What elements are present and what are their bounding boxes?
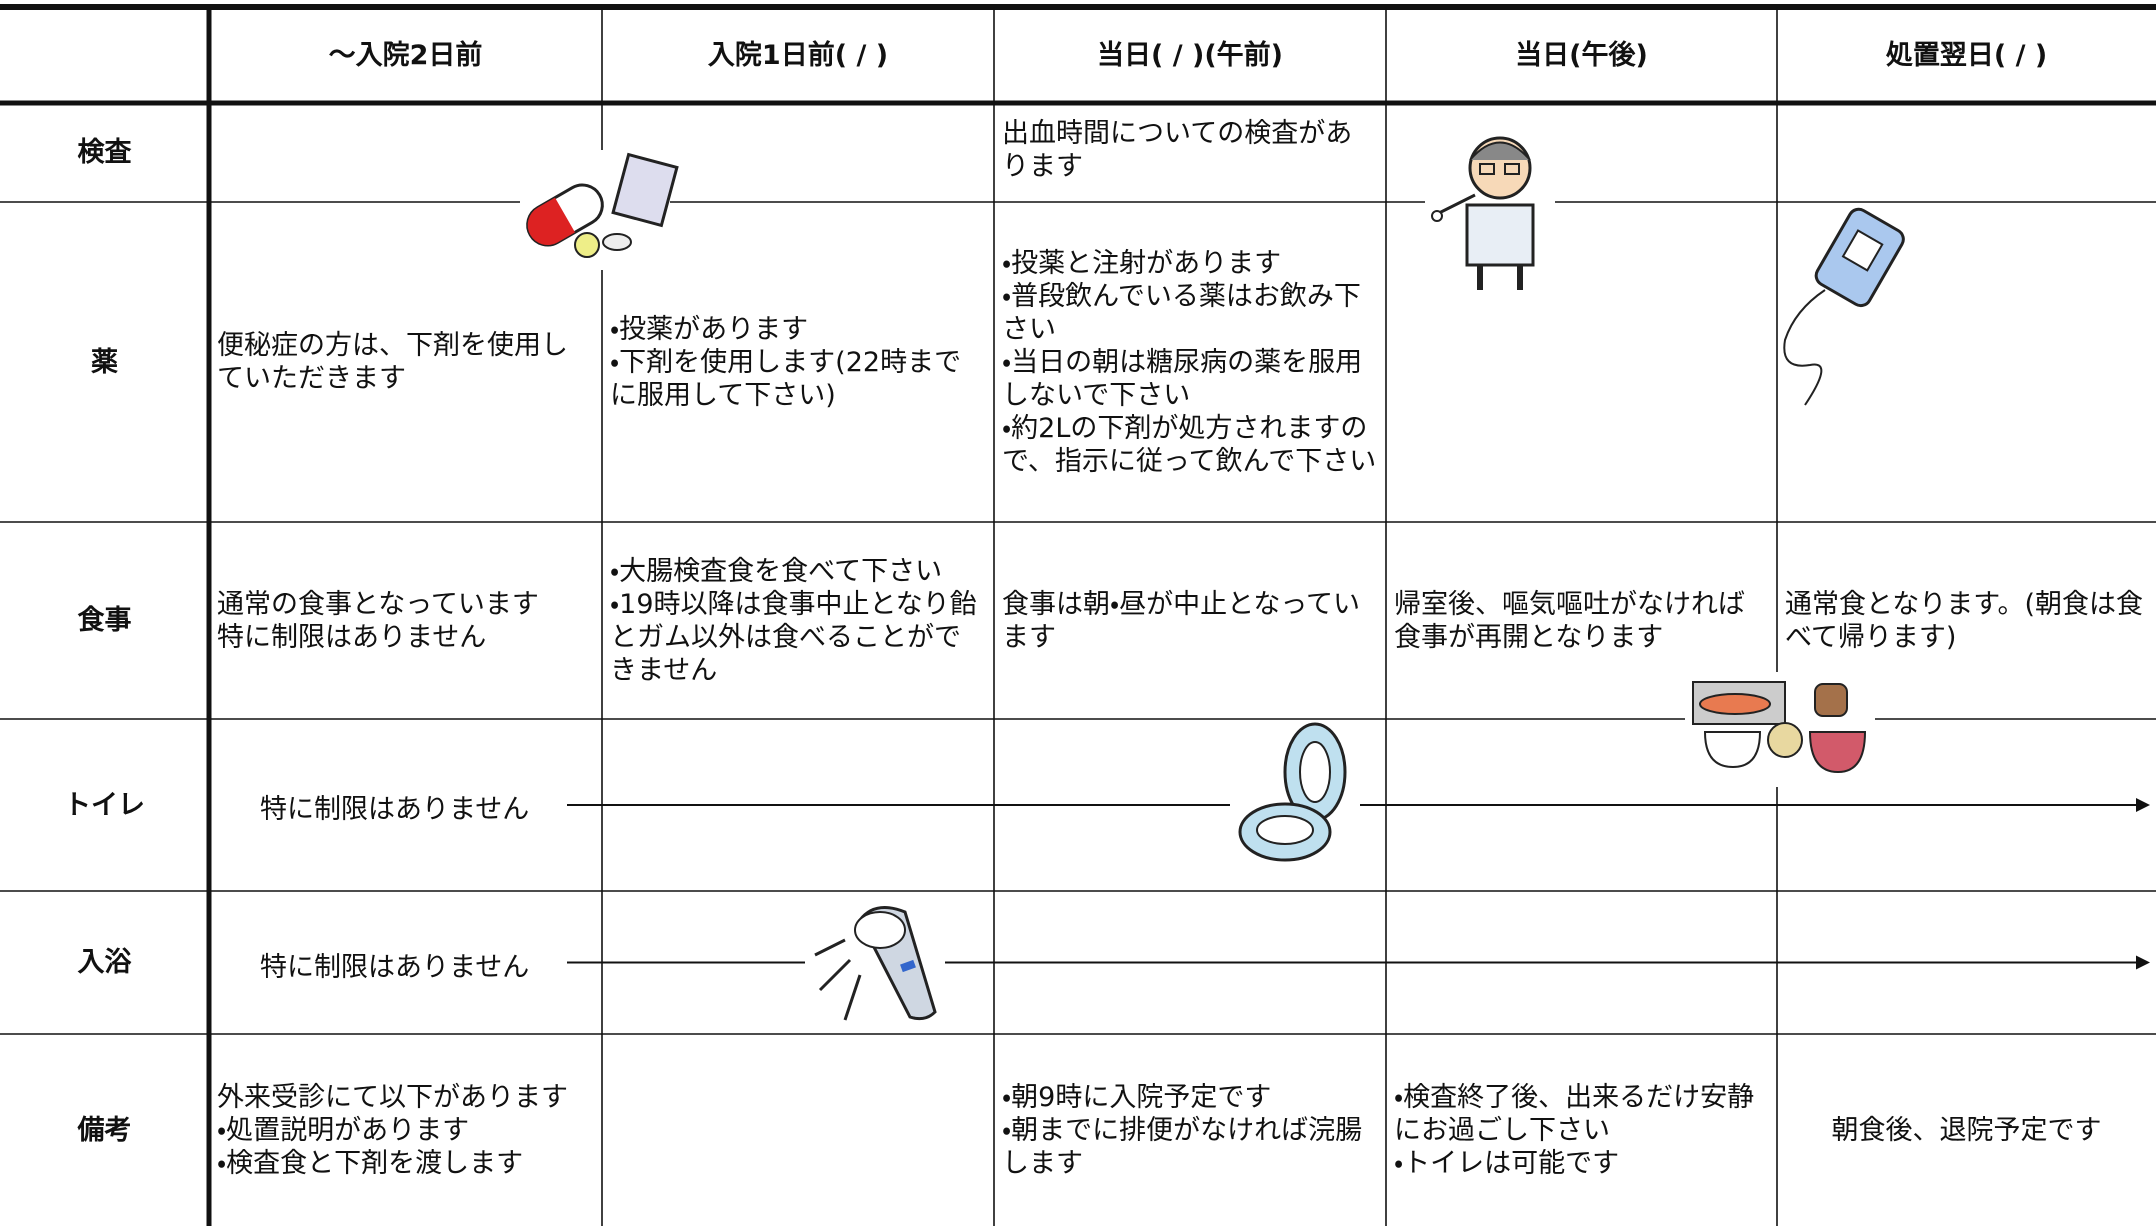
- row-label: トイレ: [64, 789, 145, 821]
- row-cell: 便秘症の方は、下剤を使用していただきます: [217, 330, 568, 394]
- toilet-icon: [1230, 722, 1360, 877]
- row-cell: ・投薬と注射があります ・普段飲んでいる薬はお飲み下さい ・当日の朝は糖尿病の薬…: [1002, 247, 1377, 477]
- row-label: 薬: [91, 346, 118, 378]
- column-header: 入院1日前( / ): [707, 39, 889, 71]
- row-cell: 出血時間についての検査があります: [1002, 118, 1353, 182]
- column-header: 処置翌日( / ): [1885, 39, 2048, 71]
- row-label: 食事: [77, 605, 132, 636]
- arrow-head: [2136, 955, 2150, 970]
- column-header: 〜入院2日前: [328, 39, 483, 71]
- row-cell: ・朝9時に入院予定です ・朝までに排便がなければ浣腸します: [1002, 1081, 1363, 1179]
- row-cell: 朝食後、退院予定です: [1831, 1114, 2102, 1146]
- row-cell: 外来受診にて以下があります ・処置説明があります ・検査食と下剤を渡します: [217, 1081, 568, 1179]
- row-cell: ・大腸検査食を食べて下さい ・19時以降は食事中止となり飴とガム以外は食べること…: [610, 555, 977, 686]
- shower-icon: [805, 900, 945, 1030]
- pill-icon: [520, 150, 679, 270]
- row-label: 備考: [77, 1114, 132, 1146]
- column-header: 当日( / )(午前): [1096, 39, 1284, 71]
- row-note: 特に制限はありません: [260, 794, 530, 825]
- row-cell: 通常食となります。(朝食は食べて帰ります): [1785, 588, 2144, 653]
- row-cell: 通常の食事となっています 特に制限はありません: [217, 588, 539, 653]
- row-note: 特に制限はありません: [260, 951, 530, 983]
- row-label: 検査: [77, 137, 132, 168]
- doctor-icon: [1425, 130, 1555, 295]
- row-cell: ・投薬があります ・下剤を使用します(22時までに服用して下さい): [610, 313, 962, 411]
- meal-icon: [1685, 672, 1875, 787]
- row-cell: ・検査終了後、出来るだけ安静にお過ごし下さい ・トイレは可能です: [1394, 1081, 1755, 1179]
- iv-bag-icon: [1783, 207, 1905, 406]
- row-cell: 食事は朝・昼が中止となっています: [1002, 588, 1361, 653]
- row-cell: 帰室後、嘔気嘔吐がなければ食事が再開となります: [1394, 588, 1745, 653]
- row-label: 入浴: [77, 947, 132, 978]
- column-header: 当日(午後): [1515, 39, 1648, 71]
- arrow-head: [2136, 798, 2150, 812]
